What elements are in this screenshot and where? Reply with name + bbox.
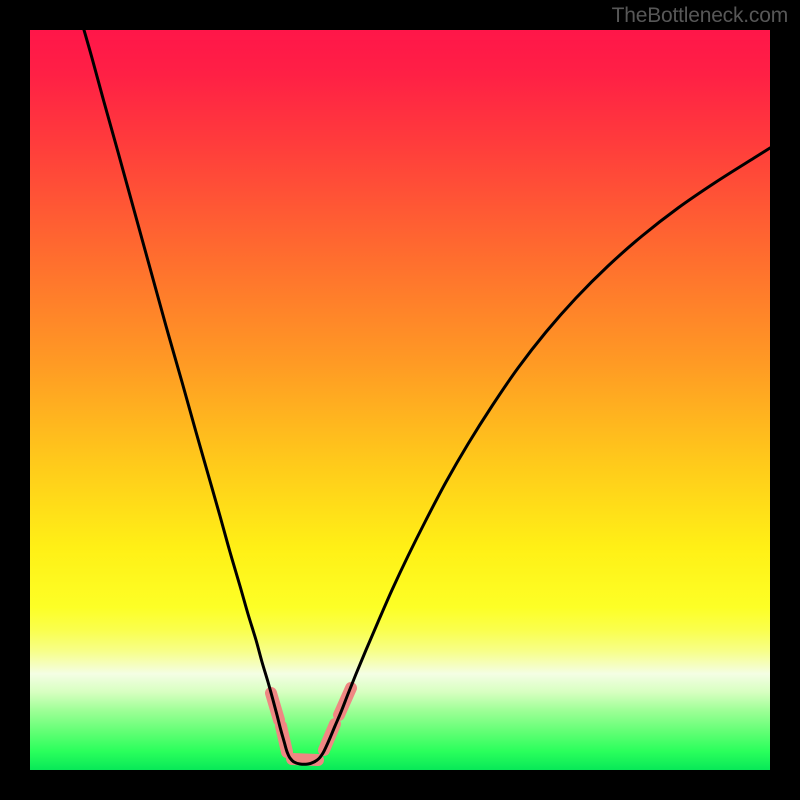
plot-area [30, 30, 770, 770]
bottleneck-curve [84, 30, 770, 764]
watermark-text: TheBottleneck.com [612, 4, 788, 28]
markers-group [271, 688, 351, 760]
valley-marker [292, 759, 318, 760]
curve-layer [30, 30, 770, 770]
